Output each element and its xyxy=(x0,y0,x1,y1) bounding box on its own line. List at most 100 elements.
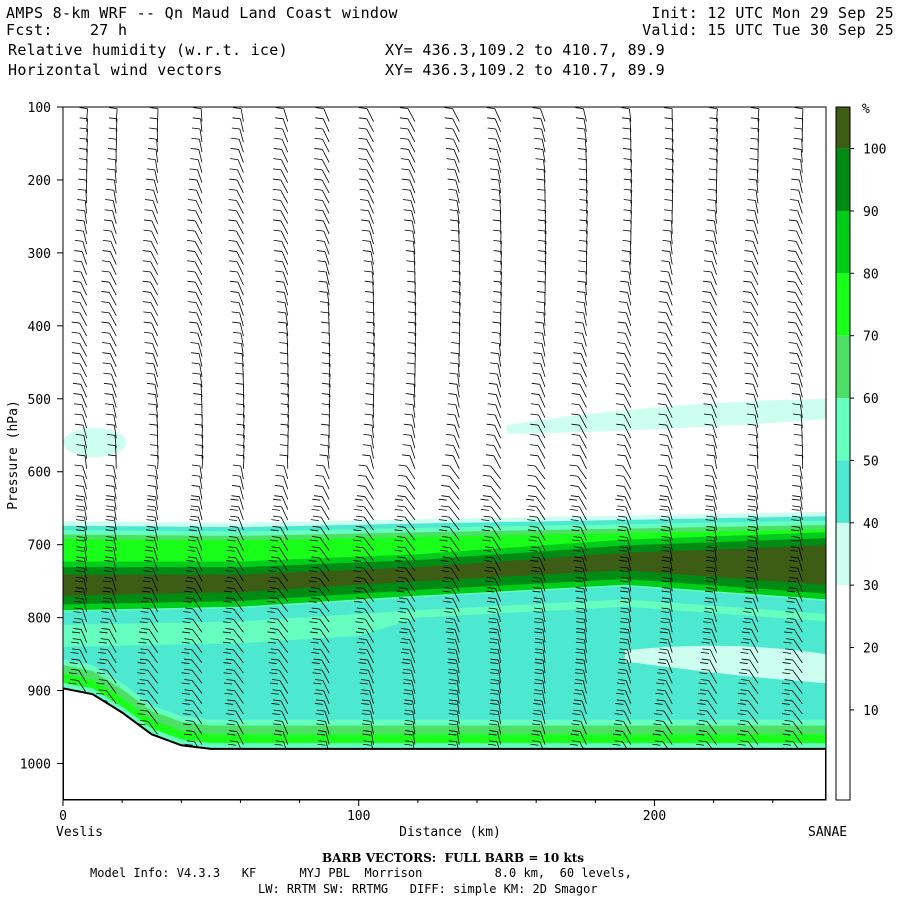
wind-barb-shaft xyxy=(540,118,546,132)
wind-barb-flag xyxy=(192,372,201,375)
colorbar-label: 10 xyxy=(863,704,879,719)
wind-barb-shaft xyxy=(622,731,632,745)
wind-barb-shaft xyxy=(328,435,330,449)
wind-barb-flag xyxy=(747,423,756,426)
wind-barb-flag xyxy=(185,719,194,722)
wind-barb-shaft xyxy=(364,506,374,521)
wind-barb-shaft xyxy=(500,251,502,265)
wind-barb-flag xyxy=(273,733,282,736)
wind-barb-flag xyxy=(787,260,796,263)
wind-barb-flag xyxy=(740,641,750,644)
wind-barb-flag xyxy=(577,280,586,283)
wind-barb-flag xyxy=(748,178,757,181)
wind-barb-flag xyxy=(189,525,198,528)
wind-barb-flag xyxy=(276,291,285,293)
wind-barb-flag xyxy=(397,495,406,498)
wind-barb-shaft xyxy=(412,731,416,745)
wind-barb-flag xyxy=(143,229,152,232)
wind-barb-flag xyxy=(745,597,754,600)
wind-barb-flag xyxy=(448,679,458,681)
wind-barb-shaft xyxy=(580,363,587,378)
y-tick-label: 700 xyxy=(28,539,51,554)
wind-barb-shaft xyxy=(368,680,374,694)
wind-barb-flag xyxy=(355,631,365,634)
wind-barb-flag xyxy=(142,580,151,583)
wind-barb-shaft xyxy=(671,128,674,143)
wind-barb-shaft xyxy=(319,629,330,643)
wind-barb-shaft xyxy=(800,404,803,418)
wind-barb-shaft xyxy=(155,486,159,500)
wind-barb-shaft xyxy=(369,231,374,245)
wind-barb-flag xyxy=(531,740,540,743)
wind-barb-shaft xyxy=(79,649,88,664)
wind-barb-flag xyxy=(701,331,710,334)
wind-barb-shaft xyxy=(534,465,546,480)
wind-barb-flag xyxy=(185,570,194,573)
wind-barb-flag xyxy=(657,331,666,334)
wind-barb-flag xyxy=(572,703,582,705)
wind-barb-shaft xyxy=(83,568,88,582)
wind-barb-flag xyxy=(698,719,708,722)
wind-barb-shaft xyxy=(199,486,203,500)
wind-barb-flag xyxy=(232,464,241,467)
wind-barb-flag xyxy=(397,505,406,508)
wind-barb-shaft xyxy=(752,608,759,623)
wind-barb-shaft xyxy=(797,363,803,378)
wind-barb-shaft xyxy=(626,659,632,674)
wind-barb-shaft xyxy=(452,128,460,143)
wind-barb-shaft xyxy=(79,363,88,378)
wind-barb-shaft xyxy=(237,169,244,184)
wind-barb-flag xyxy=(576,301,585,304)
wind-barb-flag xyxy=(76,539,85,542)
wind-barb-shaft xyxy=(236,547,244,561)
wind-barb-flag xyxy=(699,699,708,702)
wind-barb-flag xyxy=(705,444,714,447)
wind-barb-flag xyxy=(449,689,458,692)
wind-barb-flag xyxy=(534,628,543,630)
wind-barb-shaft xyxy=(107,649,117,664)
wind-barb-flag xyxy=(311,508,320,511)
wind-barb-flag xyxy=(100,648,109,651)
wind-barb-flag xyxy=(191,495,200,498)
wind-barb-flag xyxy=(532,713,541,716)
wind-barb-flag xyxy=(231,127,240,130)
wind-barb-flag xyxy=(664,199,673,201)
wind-barb-shaft xyxy=(82,414,88,429)
wind-barb-shaft xyxy=(236,721,244,735)
wind-barb-shaft xyxy=(498,343,502,357)
wind-barb-flag xyxy=(227,699,236,702)
wind-barb-flag xyxy=(615,474,624,477)
wind-barb-shaft xyxy=(490,506,502,521)
wind-barb-flag xyxy=(781,692,790,695)
wind-barb-flag xyxy=(365,382,374,385)
wind-barb-shaft xyxy=(157,455,159,469)
wind-barb-flag xyxy=(185,709,194,712)
wind-barb-shaft xyxy=(150,302,158,316)
wind-barb-flag xyxy=(619,560,628,562)
wind-barb-flag xyxy=(269,672,278,675)
colorbar-label: 100 xyxy=(863,143,886,158)
wind-barb-flag xyxy=(74,464,83,467)
wind-barb-shaft xyxy=(581,537,587,551)
wind-barb-flag xyxy=(407,331,416,334)
wind-barb-shaft xyxy=(151,578,159,592)
wind-barb-shaft xyxy=(112,557,117,572)
wind-barb-shaft xyxy=(404,547,416,561)
wind-barb-flag xyxy=(701,352,710,355)
wind-barb-flag xyxy=(365,393,374,395)
colorbar-label: 40 xyxy=(863,517,879,532)
wind-barb-shaft xyxy=(626,302,632,316)
wind-barb-flag xyxy=(785,648,794,651)
wind-barb-shaft xyxy=(665,322,673,337)
wind-barb-shaft xyxy=(366,149,374,163)
wind-barb-flag xyxy=(315,464,324,467)
wind-barb-shaft xyxy=(196,179,203,194)
wind-barb-flag xyxy=(267,621,276,624)
wind-barb-flag xyxy=(279,352,288,355)
wind-barb-shaft xyxy=(709,363,717,378)
wind-barb-shaft xyxy=(666,659,673,674)
wind-barb-flag xyxy=(273,709,282,712)
wind-barb-flag xyxy=(445,631,454,634)
wind-barb-flag xyxy=(441,474,450,477)
